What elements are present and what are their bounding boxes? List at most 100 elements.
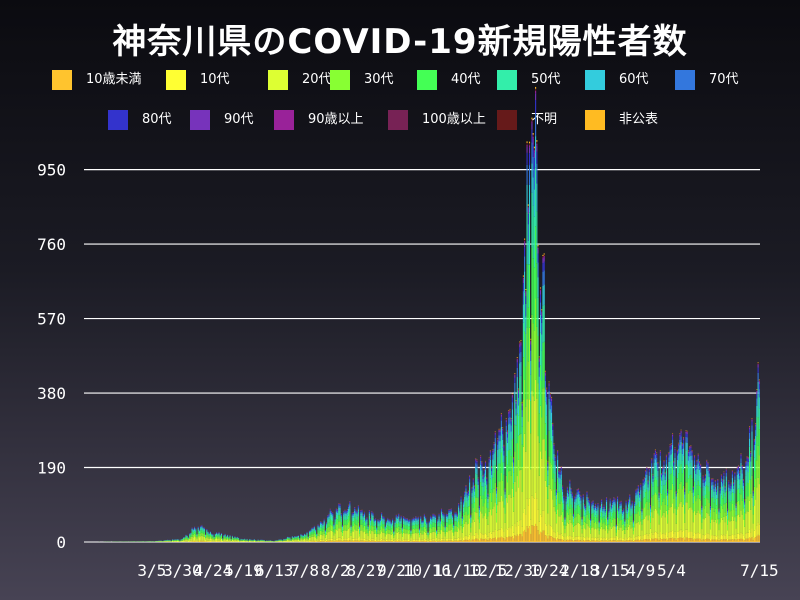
bar-segment [439, 526, 441, 531]
bar-segment [520, 469, 522, 520]
bar-segment [180, 540, 182, 542]
bar-segment [385, 527, 388, 531]
bar-segment [421, 534, 423, 540]
bar-segment [322, 524, 324, 526]
bar-segment [483, 477, 485, 483]
bar-segment [283, 540, 285, 542]
bar-segment [392, 533, 394, 540]
bar-segment [436, 537, 438, 541]
bar-segment [205, 535, 207, 537]
bar-segment [432, 531, 434, 539]
bar-segment [483, 471, 485, 474]
bar-segment [443, 531, 445, 539]
bar-segment [368, 530, 370, 539]
bar-segment [472, 489, 474, 498]
bar-segment [201, 530, 203, 533]
bar-segment [466, 494, 468, 498]
bar-segment [390, 525, 392, 529]
bar-segment [220, 535, 223, 538]
bar-segment [493, 445, 495, 449]
bar-segment [486, 518, 488, 535]
bar-segment [326, 524, 328, 526]
bar-segment [515, 536, 517, 542]
bar-segment [374, 519, 377, 521]
bar-segment [376, 536, 378, 541]
bar-segment [489, 452, 491, 456]
bar-segment [181, 540, 183, 542]
bar-segment [514, 377, 516, 383]
bar-segment [448, 540, 450, 542]
bar-segment [466, 524, 468, 537]
bar-segment [394, 541, 396, 542]
bar-segment [483, 470, 485, 472]
bar-segment [313, 536, 315, 541]
bar-segment [300, 539, 302, 542]
bar-segment [447, 538, 449, 541]
bar-segment [211, 538, 213, 542]
bar-segment [464, 539, 466, 542]
bar-segment [502, 537, 504, 542]
bar-segment [316, 538, 318, 542]
bar-segment [394, 521, 396, 522]
bar-segment [362, 519, 364, 523]
bar-segment [200, 541, 202, 542]
bar-segment [409, 541, 411, 542]
bar-segment [310, 540, 312, 542]
bar-segment [285, 540, 287, 542]
bar-segment [211, 541, 213, 542]
bar-segment [348, 508, 350, 512]
legend-swatch [52, 70, 72, 90]
bar-segment [218, 532, 220, 534]
bar-segment [477, 484, 479, 490]
bar-segment [317, 525, 319, 527]
bar-segment [328, 515, 330, 517]
bar-segment [461, 524, 463, 529]
bar-segment [334, 528, 336, 534]
bar-segment [486, 479, 488, 482]
bar-segment [209, 532, 212, 534]
bar-segment [434, 539, 436, 541]
bar-segment [514, 424, 516, 452]
bar-segment [176, 540, 178, 542]
bar-segment [433, 522, 435, 527]
bar-segment [436, 531, 438, 534]
bar-segment [458, 528, 460, 538]
bar-segment [497, 530, 499, 538]
bar-segment [388, 519, 390, 521]
bar-segment [443, 514, 445, 516]
bar-segment [335, 524, 337, 531]
bar-segment [387, 533, 389, 540]
bar-segment [498, 448, 500, 464]
bar-segment [532, 497, 534, 526]
bar-segment [349, 527, 351, 538]
bar-segment [405, 529, 407, 534]
bar-segment [327, 519, 329, 524]
bar-segment [321, 522, 323, 523]
bar-segment [334, 541, 336, 542]
bar-segment [366, 521, 368, 525]
bar-segment [418, 537, 421, 541]
bar-segment [519, 363, 521, 378]
bar-segment [367, 530, 369, 534]
bar-segment [486, 484, 488, 489]
bar-segment [191, 530, 193, 532]
bar-segment [438, 538, 440, 541]
bar-segment [368, 511, 370, 513]
bar-segment [371, 520, 373, 526]
bar-segment [520, 340, 522, 342]
legend-swatch [585, 110, 605, 130]
bar-segment [525, 333, 527, 367]
bar-segment [344, 519, 346, 525]
bar-segment [423, 518, 425, 523]
bar-segment [348, 505, 350, 506]
bar-segment [293, 537, 295, 539]
bar-segment [332, 526, 334, 532]
bar-segment [354, 513, 356, 518]
bar-segment [422, 521, 424, 523]
bar-segment [197, 529, 199, 532]
bar-segment [427, 540, 429, 542]
bar-segment [385, 523, 388, 525]
bar-segment [478, 506, 480, 507]
bar-segment [528, 153, 531, 166]
bar-segment [440, 530, 443, 539]
